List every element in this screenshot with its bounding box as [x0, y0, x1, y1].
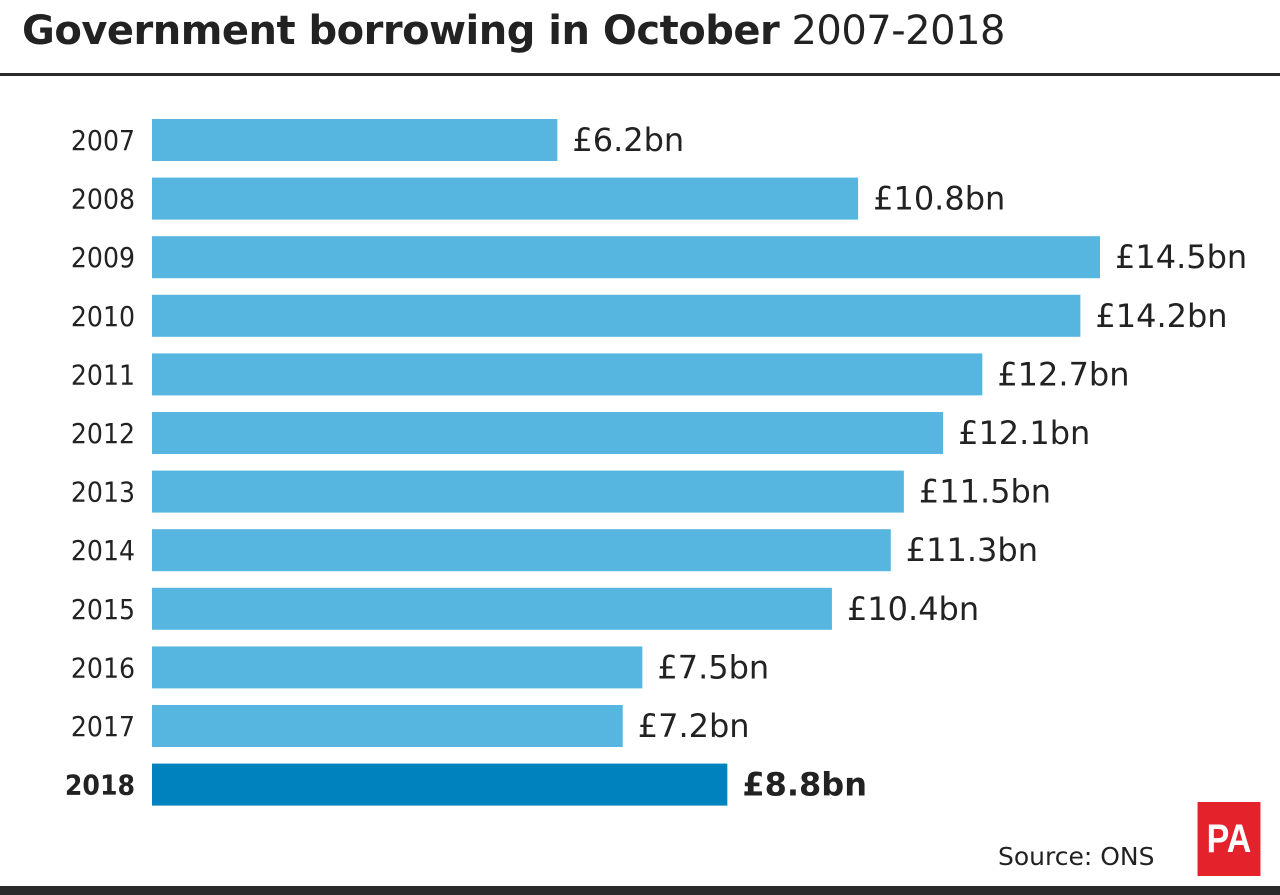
category-label: 2016: [71, 651, 135, 684]
category-label: 2015: [71, 593, 135, 626]
category-label: 2011: [71, 358, 135, 391]
bar-2010: [152, 294, 1081, 337]
data-label: £8.8bn: [742, 766, 867, 804]
bar-2016: [152, 646, 643, 689]
title-subtitle: 2007-2018: [791, 8, 1005, 54]
bar-2011: [152, 353, 983, 396]
bar-2015: [152, 587, 832, 630]
pa-logo: PA: [1197, 802, 1261, 876]
data-label: £11.3bn: [906, 531, 1038, 569]
data-label: £12.1bn: [958, 414, 1090, 452]
bar-2013: [152, 470, 904, 513]
data-label: £7.2bn: [638, 707, 750, 745]
title-rule: [0, 73, 1280, 76]
bar-2014: [152, 529, 891, 572]
bar-2017: [152, 705, 623, 747]
category-label: 2010: [71, 300, 135, 333]
data-label: £14.5bn: [1115, 238, 1247, 276]
source-note: Source: ONS: [998, 842, 1155, 871]
bar-2008: [152, 177, 859, 220]
data-label: £14.2bn: [1095, 297, 1227, 335]
category-label: 2009: [71, 241, 135, 274]
data-label: £12.7bn: [997, 355, 1129, 393]
category-label: 2008: [71, 183, 135, 216]
title-main: Government borrowing in October: [22, 8, 780, 54]
bar-2007: [152, 119, 558, 161]
data-label: £11.5bn: [919, 473, 1051, 511]
category-label: 2007: [71, 124, 135, 157]
bar-2012: [152, 412, 944, 454]
category-label: 2017: [71, 710, 135, 743]
category-label: 2013: [71, 476, 135, 509]
bar-2018: [152, 763, 728, 806]
bottom-rule: [0, 886, 1280, 895]
data-label: £10.8bn: [873, 180, 1005, 218]
category-label: 2014: [71, 534, 135, 567]
data-label: £6.2bn: [572, 121, 684, 159]
data-label: £7.5bn: [657, 648, 769, 686]
chart-title: Government borrowing in October 2007-201…: [22, 8, 1005, 54]
pa-logo-text: PA: [1206, 816, 1252, 861]
bar-2009: [152, 236, 1100, 279]
data-label: £10.4bn: [847, 590, 979, 628]
category-label: 2012: [71, 417, 135, 450]
category-label: 2018: [65, 769, 135, 802]
